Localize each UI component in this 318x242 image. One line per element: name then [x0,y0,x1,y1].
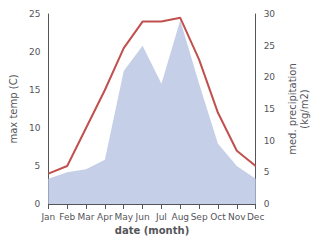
svg-text:25: 25 [264,41,275,51]
svg-text:0: 0 [35,199,41,209]
svg-text:Oct: Oct [210,212,226,222]
svg-text:Dec: Dec [247,212,264,222]
svg-text:Nov: Nov [228,212,246,222]
svg-text:10: 10 [264,136,276,146]
svg-text:20: 20 [29,47,41,57]
svg-text:date (month): date (month) [115,225,189,236]
svg-text:0: 0 [264,199,270,209]
svg-text:Aug: Aug [171,212,189,222]
svg-text:5: 5 [264,167,270,177]
svg-text:Jul: Jul [155,212,167,222]
svg-text:25: 25 [29,9,40,19]
svg-text:May: May [114,212,133,222]
svg-text:20: 20 [264,72,276,82]
svg-text:15: 15 [29,85,40,95]
svg-text:Feb: Feb [59,212,75,222]
svg-text:(kg/m2): (kg/m2) [299,89,310,129]
svg-text:5: 5 [35,161,41,171]
svg-text:max temp (C): max temp (C) [8,74,19,143]
svg-text:Apr: Apr [97,212,113,222]
svg-text:Mar: Mar [78,212,95,222]
svg-text:15: 15 [264,104,275,114]
svg-text:med. precipitation: med. precipitation [287,63,298,155]
svg-text:10: 10 [29,123,41,133]
svg-text:Sep: Sep [191,212,208,222]
svg-text:Jun: Jun [135,212,150,222]
svg-text:30: 30 [264,9,276,19]
svg-text:Jan: Jan [40,212,55,222]
